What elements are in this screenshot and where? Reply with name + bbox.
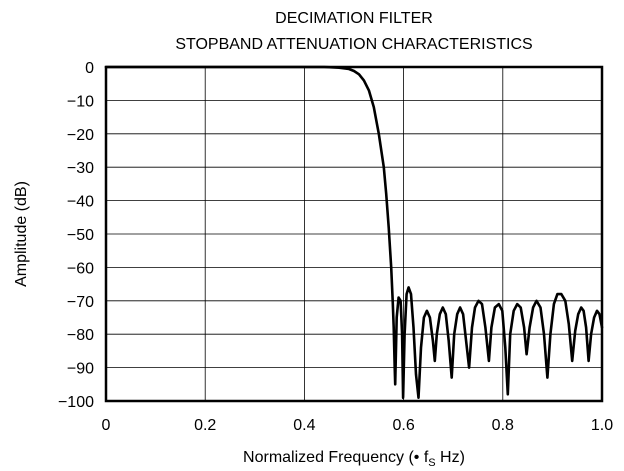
y-tick-label: −40 bbox=[67, 194, 94, 211]
y-tick-label: 0 bbox=[85, 60, 94, 77]
x-axis-label-prefix: Normalized Frequency (• f bbox=[243, 449, 429, 466]
x-tick-label: 0 bbox=[102, 417, 111, 434]
x-tick-label: 1.0 bbox=[591, 417, 613, 434]
y-tick-labels: 0 −10 −20 −30 −40 −50 −60 −70 −80 −90 −100 bbox=[58, 60, 94, 411]
y-tick-label: −50 bbox=[67, 227, 94, 244]
y-tick-label: −80 bbox=[67, 327, 94, 344]
x-tick-label: 0.2 bbox=[194, 417, 216, 434]
y-tick-label: −30 bbox=[67, 160, 94, 177]
x-tick-label: 0.8 bbox=[492, 417, 514, 434]
chart-subtitle: STOPBAND ATTENUATION CHARACTERISTICS bbox=[175, 36, 532, 53]
x-tick-label: 0.4 bbox=[293, 417, 315, 434]
y-tick-label: −20 bbox=[67, 127, 94, 144]
y-axis-label: Amplitude (dB) bbox=[13, 181, 30, 287]
y-tick-label: −100 bbox=[58, 394, 94, 411]
x-axis-label-suffix: Hz) bbox=[436, 449, 465, 466]
series-line bbox=[104, 65, 604, 399]
x-axis-label-subscript: S bbox=[428, 457, 435, 469]
chart-title: DECIMATION FILTER bbox=[275, 10, 433, 27]
y-tick-label: −70 bbox=[67, 294, 94, 311]
plot-frame bbox=[104, 65, 604, 403]
y-tick-label: −60 bbox=[67, 260, 94, 277]
y-tick-label: −90 bbox=[67, 361, 94, 378]
x-tick-labels: 0 0.2 0.4 0.6 0.8 1.0 bbox=[102, 417, 614, 434]
x-axis-label: Normalized Frequency (• fS Hz) bbox=[243, 449, 465, 469]
y-tick-label: −10 bbox=[67, 93, 94, 110]
x-tick-label: 0.6 bbox=[392, 417, 414, 434]
